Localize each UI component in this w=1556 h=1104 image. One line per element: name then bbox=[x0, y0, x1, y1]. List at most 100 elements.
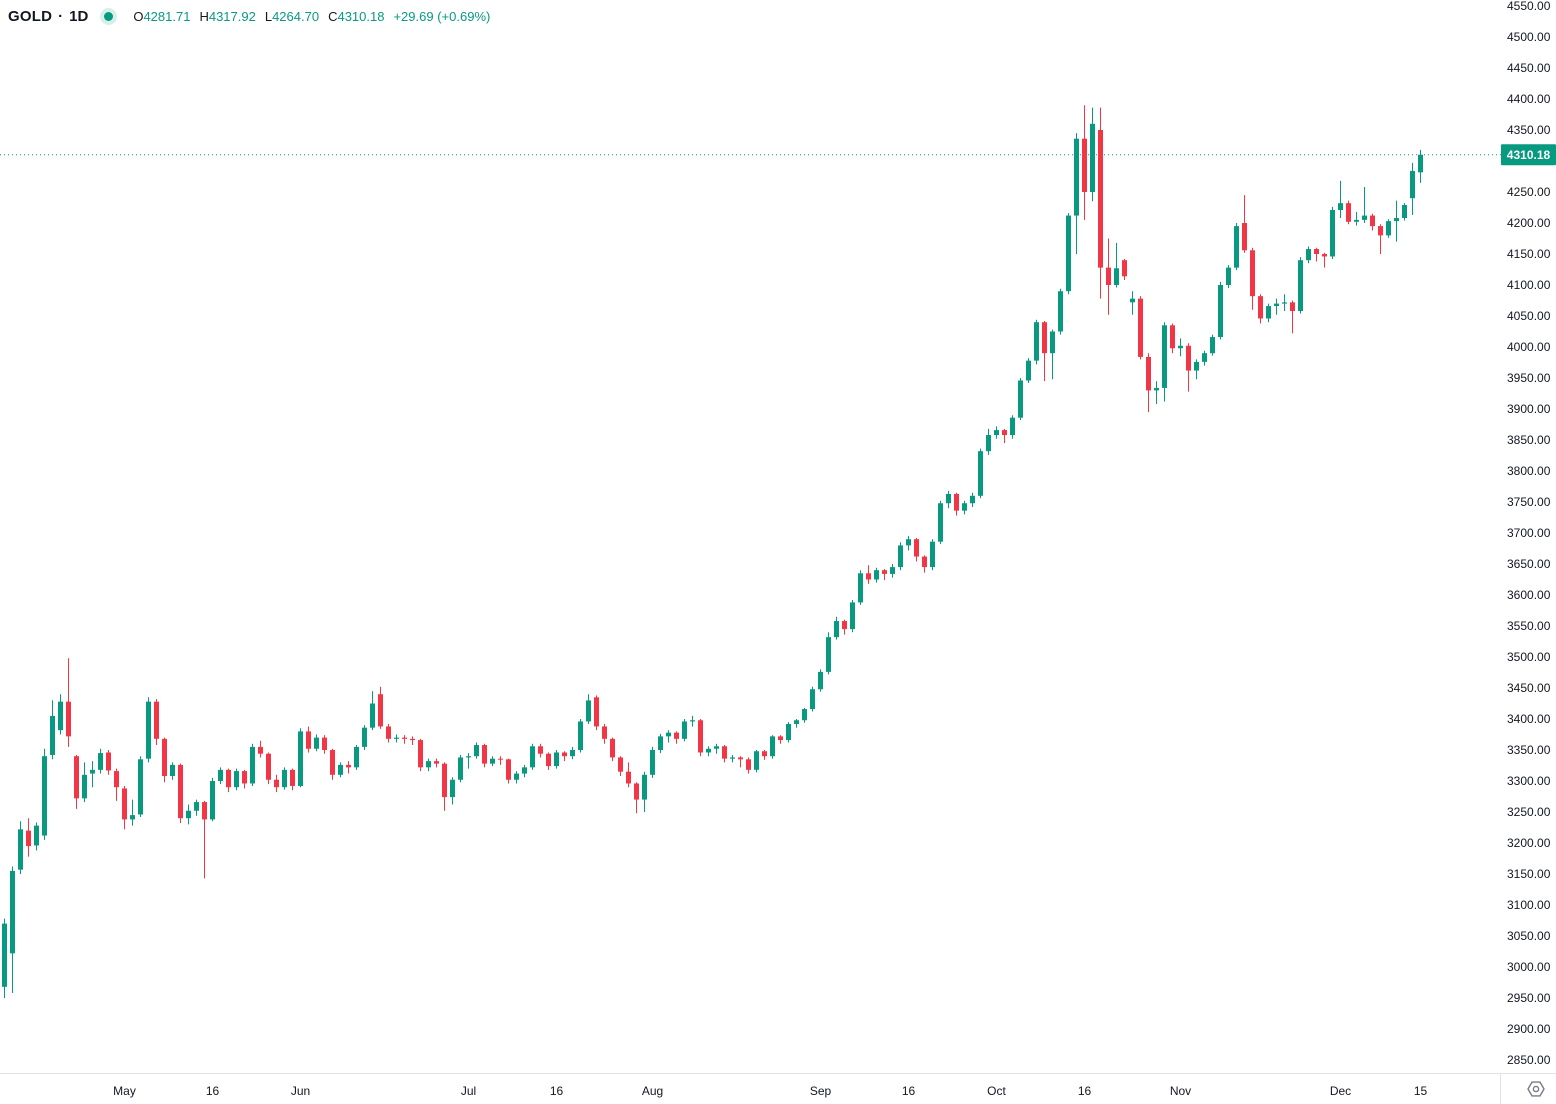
candle-body bbox=[370, 703, 375, 728]
candle-body bbox=[962, 503, 967, 511]
candle-body bbox=[178, 764, 183, 819]
price-tick-label: 3300.00 bbox=[1507, 774, 1551, 788]
candle-body bbox=[1010, 417, 1015, 436]
candle-body bbox=[338, 764, 343, 775]
price-tick-label: 3600.00 bbox=[1507, 588, 1551, 602]
candle-body bbox=[130, 815, 135, 820]
candle-body bbox=[10, 870, 15, 954]
price-tick-label: 4000.00 bbox=[1507, 340, 1551, 354]
candle-body bbox=[1298, 260, 1303, 312]
candle-body bbox=[1034, 322, 1039, 361]
candle-body bbox=[1386, 221, 1391, 236]
candle-body bbox=[1378, 226, 1383, 236]
candle-body bbox=[434, 761, 439, 764]
price-tick-label: 2950.00 bbox=[1507, 991, 1551, 1005]
candle-body bbox=[1154, 387, 1159, 391]
candle-body bbox=[1202, 353, 1207, 362]
candle-body bbox=[1274, 303, 1279, 307]
candle-body bbox=[722, 746, 727, 759]
candle-body bbox=[234, 771, 239, 788]
price-tick-label: 4150.00 bbox=[1507, 247, 1551, 261]
candle-body bbox=[58, 701, 63, 731]
symbol-name[interactable]: GOLD bbox=[8, 7, 53, 25]
candle-body bbox=[1178, 345, 1183, 349]
candle-body bbox=[482, 745, 487, 764]
candle-body bbox=[290, 769, 295, 786]
candle-body bbox=[970, 495, 975, 504]
candle-body bbox=[1042, 322, 1047, 354]
candle-body bbox=[1258, 296, 1263, 319]
candle-body bbox=[522, 767, 527, 774]
candle-body bbox=[1098, 130, 1103, 268]
candle-body bbox=[250, 746, 255, 784]
candle-body bbox=[1026, 360, 1031, 381]
price-tick-label: 3200.00 bbox=[1507, 836, 1551, 850]
candle-body bbox=[826, 637, 831, 672]
candle-body bbox=[850, 602, 855, 630]
candle-body bbox=[426, 761, 431, 768]
candle-body bbox=[1050, 331, 1055, 354]
last-price-label: 4310.18 bbox=[1507, 148, 1551, 162]
candle-body bbox=[146, 701, 151, 759]
candle-body bbox=[738, 757, 743, 760]
candle-body bbox=[1282, 302, 1287, 304]
candle-body bbox=[274, 779, 279, 788]
price-tick-label: 4100.00 bbox=[1507, 278, 1551, 292]
candle-body bbox=[562, 752, 567, 757]
candle-body bbox=[986, 435, 991, 452]
candle-body bbox=[450, 779, 455, 798]
low-value: L 4264.70 bbox=[264, 8, 320, 24]
candle-body bbox=[26, 830, 31, 847]
candle-body bbox=[1362, 215, 1367, 220]
candle-body bbox=[762, 751, 767, 757]
price-scale-settings-gear-icon[interactable] bbox=[1527, 1081, 1545, 1097]
candle-body bbox=[1394, 218, 1399, 222]
price-tick-label: 3150.00 bbox=[1507, 867, 1551, 881]
candle-body bbox=[594, 697, 599, 727]
price-tick-label: 3650.00 bbox=[1507, 557, 1551, 571]
candle-body bbox=[1074, 138, 1079, 216]
candle-body bbox=[34, 825, 39, 846]
candle-body bbox=[1018, 380, 1023, 418]
candle-body bbox=[834, 621, 839, 638]
candle-body bbox=[322, 737, 327, 750]
candle-body bbox=[810, 689, 815, 710]
candle-body bbox=[266, 753, 271, 780]
candle-body bbox=[866, 573, 871, 580]
candle-body bbox=[1210, 337, 1215, 354]
candle-body bbox=[458, 757, 463, 780]
interval-label[interactable]: 1D bbox=[69, 7, 89, 25]
candle-body bbox=[42, 756, 47, 836]
candle-body bbox=[890, 567, 895, 574]
candle-body bbox=[1106, 267, 1111, 285]
time-tick-label: Dec bbox=[1330, 1084, 1351, 1098]
candle-body bbox=[1162, 325, 1167, 388]
candle-body bbox=[610, 738, 615, 758]
chart-legend: GOLD · 1D O 4281.71 H 4317.92 L 4264.70 C 43… bbox=[8, 5, 490, 27]
candle-body bbox=[82, 774, 87, 799]
candle-body bbox=[1002, 430, 1007, 436]
time-tick-label: Jun bbox=[291, 1084, 310, 1098]
price-tick-label: 4250.00 bbox=[1507, 185, 1551, 199]
candle-body bbox=[1122, 260, 1127, 277]
time-tick-label: 16 bbox=[206, 1084, 220, 1098]
candle-body bbox=[1322, 254, 1327, 257]
time-tick-label: 15 bbox=[1414, 1084, 1428, 1098]
candle-body bbox=[410, 738, 415, 741]
time-scale[interactable]: May 16 Jun Jul 16 Aug Sep 16 Oct 16 Nov Dec 15 bbox=[113, 1084, 1427, 1098]
gear-hole bbox=[1532, 1085, 1540, 1093]
candle-body bbox=[858, 573, 863, 603]
candle-body bbox=[794, 720, 799, 724]
last-price-label-box[interactable] bbox=[1501, 144, 1556, 166]
candle-body bbox=[122, 788, 127, 820]
candle-body bbox=[282, 769, 287, 788]
candle-body bbox=[354, 746, 359, 768]
time-tick-label: 16 bbox=[550, 1084, 564, 1098]
price-tick-label: 4550.00 bbox=[1507, 0, 1551, 13]
price-tick-label: 3800.00 bbox=[1507, 464, 1551, 478]
candle-body bbox=[882, 570, 887, 574]
candle-body bbox=[298, 731, 303, 786]
candle-body bbox=[1370, 215, 1375, 227]
market-status-dot-icon bbox=[104, 11, 114, 21]
